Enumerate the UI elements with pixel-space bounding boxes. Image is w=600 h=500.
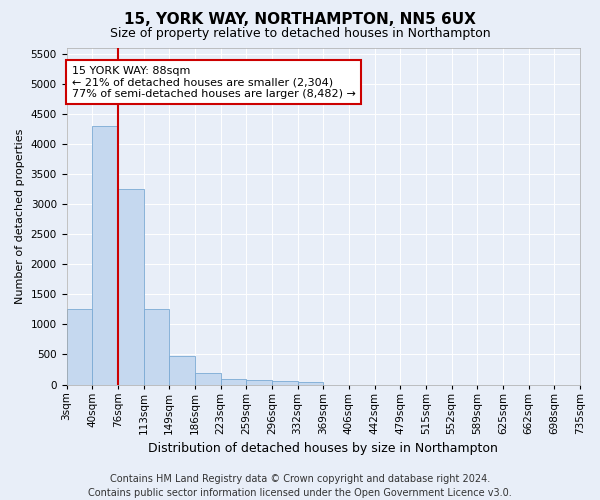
Text: Size of property relative to detached houses in Northampton: Size of property relative to detached ho… [110,28,490,40]
Bar [246,380,272,384]
Bar [67,310,92,384]
Text: 15 YORK WAY: 88sqm
← 21% of detached houses are smaller (2,304)
77% of semi-deta: 15 YORK WAY: 88sqm ← 21% of detached hou… [71,66,356,99]
Bar [143,310,169,384]
Bar [169,356,195,384]
Bar [298,382,323,384]
Bar [272,381,298,384]
Text: Contains HM Land Registry data © Crown copyright and database right 2024.
Contai: Contains HM Land Registry data © Crown c… [88,474,512,498]
Bar [195,372,221,384]
Text: 15, YORK WAY, NORTHAMPTON, NN5 6UX: 15, YORK WAY, NORTHAMPTON, NN5 6UX [124,12,476,28]
Bar [118,189,143,384]
Y-axis label: Number of detached properties: Number of detached properties [15,128,25,304]
Bar [221,378,246,384]
Bar [92,126,118,384]
X-axis label: Distribution of detached houses by size in Northampton: Distribution of detached houses by size … [148,442,498,455]
